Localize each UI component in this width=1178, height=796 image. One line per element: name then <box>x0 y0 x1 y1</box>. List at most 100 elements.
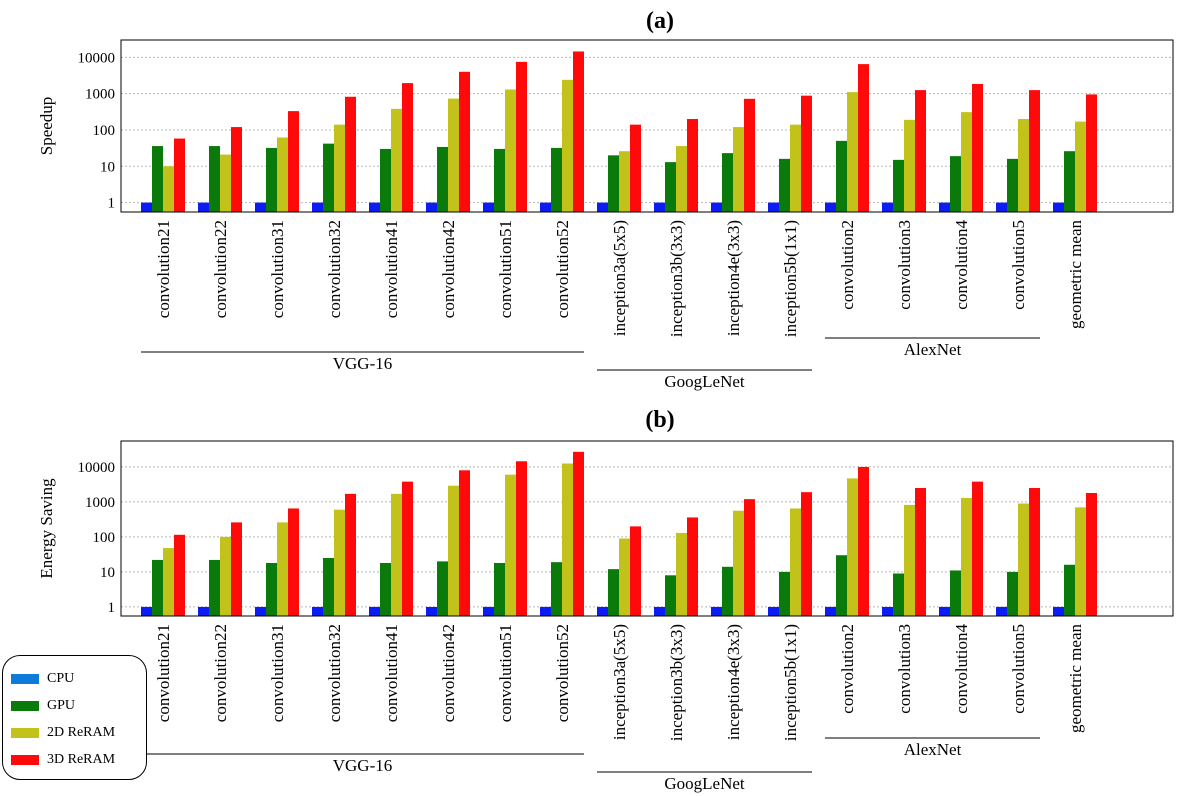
bar-2d-reram-convolution2 <box>847 92 858 212</box>
bar-2d-reram-inception3a-5x5 <box>619 151 630 212</box>
bar-2d-reram-convolution41 <box>391 493 402 616</box>
bar-cpu-convolution22 <box>198 202 209 212</box>
plot-frame <box>120 440 1174 617</box>
y-tick-label: 10 <box>100 565 115 581</box>
bar-gpu-inception3a-5x5 <box>608 155 619 212</box>
bar-gpu-convolution3 <box>893 159 904 212</box>
legend-swatch-2d-reram <box>11 727 39 738</box>
y-axis-label: Speedup <box>37 97 56 156</box>
bar-gpu-convolution51 <box>494 148 505 212</box>
bar-2d-reram-inception3a-5x5 <box>619 538 630 616</box>
legend-swatch-3d-reram <box>11 754 39 765</box>
x-tick-label-convolution52: convolution52 <box>553 220 572 318</box>
bar-gpu-convolution31 <box>266 562 277 616</box>
bar-2d-reram-convolution42 <box>448 485 459 616</box>
bar-cpu-convolution22 <box>198 606 209 616</box>
bar-cpu-inception3a-5x5 <box>597 606 608 616</box>
legend-item-cpu: CPU <box>11 665 146 692</box>
chart-title: (a) <box>646 8 674 34</box>
bar-gpu-convolution21 <box>152 559 163 616</box>
x-tick-label-convolution31: convolution31 <box>268 220 287 318</box>
bar-2d-reram-convolution41 <box>391 108 402 212</box>
bar-gpu-convolution52 <box>551 562 562 616</box>
x-tick-label-convolution42: convolution42 <box>439 624 458 722</box>
bar-cpu-inception4e-3x3 <box>711 202 722 212</box>
legend-item-gpu: GPU <box>11 692 146 719</box>
bar-gpu-inception3a-5x5 <box>608 569 619 616</box>
bar-3d-reram-inception3a-5x5 <box>630 526 641 616</box>
bar-gpu-convolution51 <box>494 562 505 616</box>
group-label-googlenet: GoogLeNet <box>664 774 745 793</box>
bar-gpu-inception3b-3x3 <box>665 162 676 212</box>
bar-gpu-inception3b-3x3 <box>665 575 676 616</box>
chart-title: (b) <box>645 407 674 433</box>
x-tick-label-inception3b-3x3: inception3b(3x3) <box>667 220 686 337</box>
x-tick-label-convolution2: convolution2 <box>838 220 857 310</box>
bar-3d-reram-convolution32 <box>345 493 356 616</box>
bar-cpu-convolution52 <box>540 606 551 616</box>
bar-3d-reram-inception3b-3x3 <box>687 517 698 616</box>
bar-gpu-convolution5 <box>1007 158 1018 212</box>
bar-3d-reram-geometric-mean <box>1086 492 1097 616</box>
bar-cpu-inception3a-5x5 <box>597 202 608 212</box>
bar-cpu-inception4e-3x3 <box>711 606 722 616</box>
bar-cpu-convolution32 <box>312 606 323 616</box>
legend-swatch-cpu <box>11 673 39 684</box>
bar-3d-reram-convolution4 <box>972 481 983 616</box>
legend-item-3d-reram: 3D ReRAM <box>11 746 146 773</box>
legend-label-3d-reram: 3D ReRAM <box>47 751 116 767</box>
bar-2d-reram-convolution21 <box>163 548 174 616</box>
bar-2d-reram-geometric-mean <box>1075 507 1086 616</box>
x-tick-label-convolution41: convolution41 <box>382 624 401 722</box>
x-tick-label-convolution41: convolution41 <box>382 220 401 318</box>
bar-cpu-convolution3 <box>882 606 893 616</box>
x-tick-label-inception3b-3x3: inception3b(3x3) <box>667 624 686 741</box>
bar-gpu-inception4e-3x3 <box>722 153 733 212</box>
bar-2d-reram-convolution4 <box>961 497 972 616</box>
bar-cpu-convolution31 <box>255 606 266 616</box>
group-label-googlenet: GoogLeNet <box>664 372 745 391</box>
x-tick-label-convolution32: convolution32 <box>325 220 344 318</box>
bar-gpu-geometric-mean <box>1064 151 1075 212</box>
bar-3d-reram-inception5b-1x1 <box>801 492 812 616</box>
bar-3d-reram-convolution41 <box>402 83 413 212</box>
bar-3d-reram-convolution32 <box>345 96 356 212</box>
bar-3d-reram-convolution3 <box>915 487 926 616</box>
y-tick-label: 1000 <box>85 495 115 511</box>
x-tick-label-geometric-mean: geometric mean <box>1066 624 1085 734</box>
bar-gpu-convolution3 <box>893 573 904 616</box>
y-tick-label: 100 <box>93 123 116 139</box>
x-tick-label-convolution32: convolution32 <box>325 624 344 722</box>
bar-3d-reram-convolution52 <box>573 451 584 616</box>
legend-swatch-gpu <box>11 700 39 711</box>
bar-3d-reram-convolution22 <box>231 522 242 616</box>
bar-gpu-convolution42 <box>437 561 448 616</box>
bar-2d-reram-inception4e-3x3 <box>733 127 744 212</box>
bar-3d-reram-convolution42 <box>459 470 470 616</box>
bar-cpu-convolution52 <box>540 202 551 212</box>
bar-2d-reram-convolution3 <box>904 504 915 616</box>
x-tick-label-convolution2: convolution2 <box>838 624 857 714</box>
bar-3d-reram-convolution2 <box>858 466 869 616</box>
bar-2d-reram-convolution22 <box>220 536 231 616</box>
y-tick-label: 10000 <box>78 50 116 66</box>
bar-gpu-geometric-mean <box>1064 564 1075 616</box>
bar-2d-reram-convolution52 <box>562 79 573 213</box>
bar-gpu-convolution31 <box>266 147 277 212</box>
bar-3d-reram-convolution21 <box>174 138 185 212</box>
bar-gpu-convolution41 <box>380 148 391 212</box>
x-tick-label-inception3a-5x5: inception3a(5x5) <box>610 624 629 740</box>
bar-cpu-convolution32 <box>312 202 323 212</box>
x-tick-label-inception5b-1x1: inception5b(1x1) <box>781 220 800 337</box>
bar-2d-reram-convolution31 <box>277 137 288 212</box>
bar-cpu-convolution2 <box>825 202 836 212</box>
bar-cpu-inception3b-3x3 <box>654 606 665 616</box>
bar-2d-reram-convolution31 <box>277 522 288 616</box>
x-tick-label-convolution4: convolution4 <box>952 624 971 714</box>
x-tick-label-inception3a-5x5: inception3a(5x5) <box>610 220 629 336</box>
bar-gpu-convolution2 <box>836 140 847 212</box>
legend-label-2d-reram: 2D ReRAM <box>47 724 116 740</box>
bar-2d-reram-inception3b-3x3 <box>676 532 687 616</box>
bar-cpu-convolution4 <box>939 202 950 212</box>
legend-label-cpu: CPU <box>47 670 75 686</box>
